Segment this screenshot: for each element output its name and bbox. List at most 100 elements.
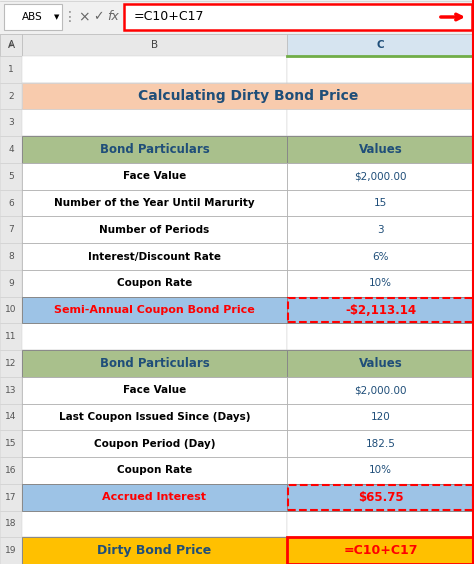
Text: $2,000.00: $2,000.00: [354, 385, 407, 395]
Text: A: A: [8, 40, 15, 50]
Text: 8: 8: [8, 252, 14, 261]
Bar: [22, 377, 287, 404]
Bar: [22, 270, 287, 297]
Text: Coupon Period (Day): Coupon Period (Day): [94, 439, 215, 449]
Bar: [287, 404, 474, 430]
Bar: [287, 297, 474, 323]
Text: 9: 9: [8, 279, 14, 288]
Bar: [22, 404, 287, 430]
Bar: [287, 136, 474, 163]
Bar: [22, 136, 287, 163]
Text: =C10+C17: =C10+C17: [343, 544, 418, 557]
Bar: [22, 457, 287, 484]
Text: Coupon Rate: Coupon Rate: [117, 465, 192, 475]
Text: 2: 2: [8, 91, 14, 100]
Text: ⋮: ⋮: [63, 10, 77, 24]
Text: Calculating Dirty Bond Price: Calculating Dirty Bond Price: [138, 89, 358, 103]
Bar: [22, 457, 287, 484]
Text: Bond Particulars: Bond Particulars: [100, 143, 210, 156]
Bar: [22, 510, 287, 537]
Bar: [287, 136, 474, 163]
Bar: [288, 298, 473, 323]
Text: ▼: ▼: [55, 14, 60, 20]
Text: Coupon Rate: Coupon Rate: [117, 278, 192, 288]
Bar: [287, 243, 474, 270]
Text: 4: 4: [8, 145, 14, 154]
Bar: [22, 270, 287, 297]
Bar: [124, 4, 472, 30]
Bar: [22, 243, 287, 270]
Bar: [287, 109, 474, 136]
Bar: [22, 243, 287, 270]
Text: 5: 5: [8, 172, 14, 181]
Bar: [22, 217, 287, 243]
Bar: [22, 163, 287, 190]
Bar: [22, 56, 287, 83]
Text: Face Value: Face Value: [123, 171, 186, 181]
Bar: [287, 56, 474, 83]
Text: Accrued Interest: Accrued Interest: [102, 492, 207, 502]
Text: Face Value: Face Value: [123, 385, 186, 395]
Bar: [287, 297, 474, 323]
Bar: [0, 404, 22, 430]
Text: Dirty Bond Price: Dirty Bond Price: [97, 544, 211, 557]
Text: $2,000.00: $2,000.00: [354, 171, 407, 181]
Bar: [0, 109, 22, 136]
Bar: [287, 404, 474, 430]
Bar: [287, 510, 474, 537]
Text: ✓: ✓: [93, 11, 103, 24]
Bar: [0, 0, 474, 34]
Bar: [287, 163, 474, 190]
Bar: [287, 430, 474, 457]
Bar: [287, 537, 474, 564]
Bar: [0, 34, 22, 56]
Bar: [22, 537, 287, 564]
Text: 13: 13: [5, 386, 17, 395]
Bar: [22, 163, 287, 190]
Bar: [22, 190, 287, 217]
Bar: [22, 83, 287, 109]
Bar: [0, 56, 22, 83]
Bar: [22, 323, 287, 350]
Bar: [287, 537, 474, 564]
Text: Interest/Discount Rate: Interest/Discount Rate: [88, 252, 221, 262]
Bar: [22, 109, 287, 136]
Text: ABS: ABS: [22, 12, 42, 22]
Text: 6%: 6%: [372, 252, 389, 262]
Text: 16: 16: [5, 466, 17, 475]
Bar: [287, 163, 474, 190]
Bar: [0, 243, 22, 270]
Text: Values: Values: [359, 357, 402, 370]
Text: 15: 15: [5, 439, 17, 448]
Text: 10: 10: [5, 306, 17, 315]
Bar: [22, 136, 287, 163]
Bar: [22, 350, 287, 377]
Bar: [0, 297, 22, 323]
Text: 3: 3: [377, 225, 384, 235]
Bar: [0, 190, 22, 217]
Text: 17: 17: [5, 493, 17, 501]
Bar: [22, 537, 287, 564]
Bar: [22, 297, 287, 323]
Bar: [0, 136, 22, 163]
Text: 120: 120: [371, 412, 391, 422]
Bar: [0, 323, 22, 350]
Text: 14: 14: [5, 412, 17, 421]
Bar: [22, 377, 287, 404]
Bar: [22, 190, 287, 217]
Text: $65.75: $65.75: [358, 491, 403, 504]
Bar: [0, 83, 22, 109]
Text: 10%: 10%: [369, 278, 392, 288]
Bar: [287, 377, 474, 404]
Text: -$2,113.14: -$2,113.14: [345, 303, 416, 316]
Text: 3: 3: [8, 118, 14, 127]
Bar: [287, 217, 474, 243]
Text: =C10+C17: =C10+C17: [134, 11, 204, 24]
Bar: [0, 34, 474, 56]
Text: Last Coupon Issued Since (Days): Last Coupon Issued Since (Days): [59, 412, 250, 422]
Text: 6: 6: [8, 199, 14, 208]
Bar: [22, 484, 287, 510]
Bar: [0, 430, 22, 457]
Bar: [4, 4, 62, 30]
Bar: [0, 457, 22, 484]
